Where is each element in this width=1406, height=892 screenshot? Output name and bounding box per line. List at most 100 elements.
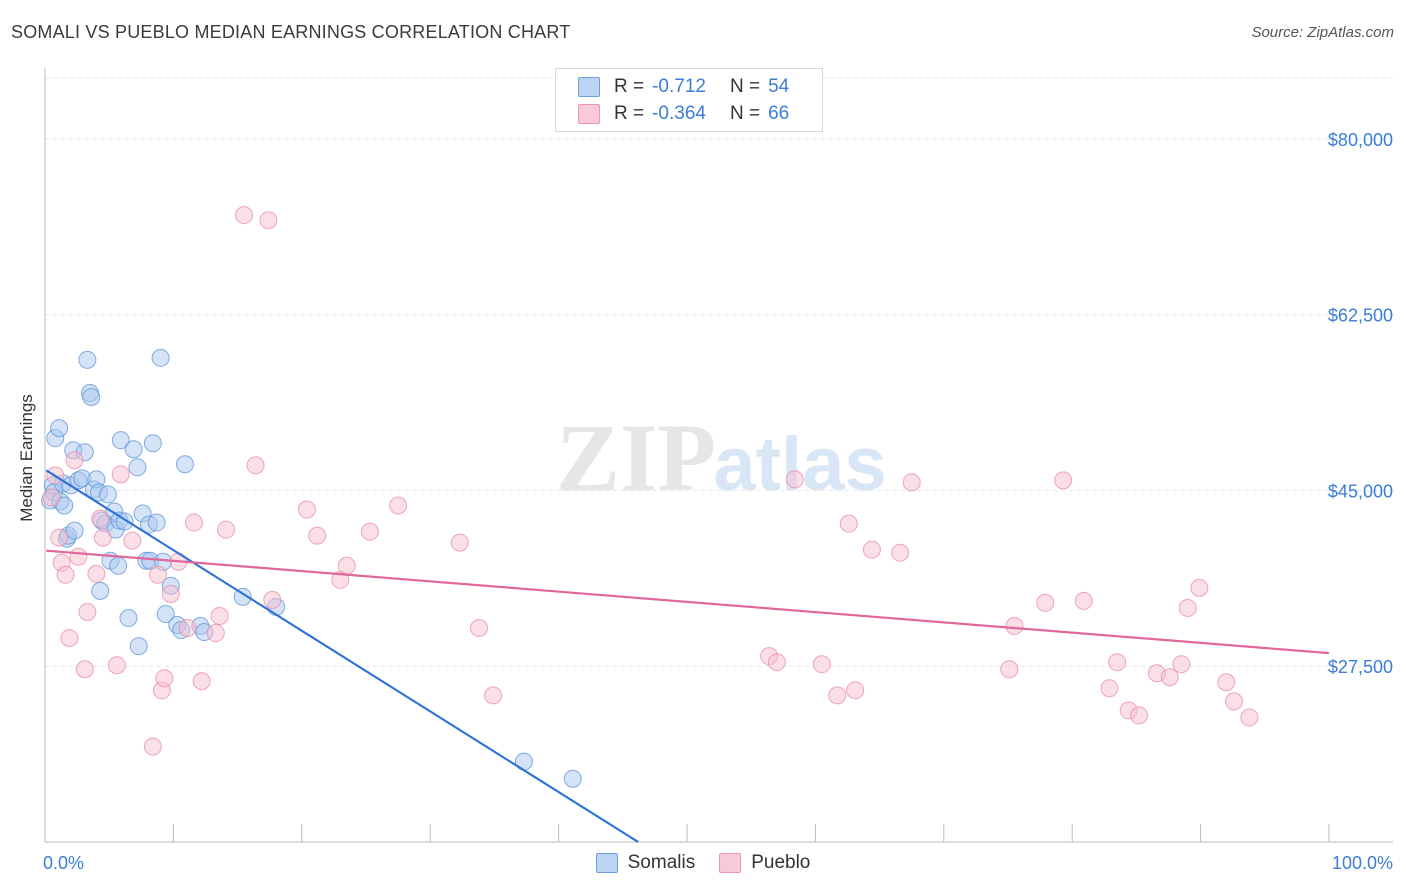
pueblo-point [1129,706,1148,725]
pueblo-point [42,488,61,507]
pueblo-point [50,528,69,547]
pueblo-point [1000,660,1019,679]
somalis-legend-swatch [595,853,618,873]
trend-lines [45,469,1330,843]
x-tick-label-max: 100.0% [1332,853,1393,873]
somalis-legend-label: Somalis [627,852,696,873]
somalis-point [91,581,110,600]
pueblo-point [469,619,488,638]
somalis-point [129,637,148,656]
legend-item-pueblo: Pueblo [719,852,810,874]
somalis-point [124,440,143,459]
pueblo-point [148,565,167,584]
pueblo-point [259,211,278,230]
pueblo-point [360,522,379,541]
somalis-swatch [578,77,600,97]
legend-n-label: N = [729,103,761,124]
pueblo-point [263,590,282,609]
pueblo-point [143,737,162,756]
pueblo-point [839,514,858,533]
pueblo-legend-label: Pueblo [751,852,811,873]
pueblo-point [60,629,79,648]
pueblo-point [484,686,503,705]
pueblo-point [93,528,112,547]
somalis-point [143,434,162,453]
pueblo-point [1178,598,1197,617]
pueblo-point [1217,673,1236,692]
pueblo-point [1108,653,1127,672]
somalis-point [147,513,166,532]
legend-row-pueblo: R = -0.364 N = 66 [578,102,813,126]
pueblo-point [69,547,88,566]
legend-row-somalis: R = -0.712 N = 54 [578,75,813,99]
pueblo-point [1224,692,1243,711]
x-tick-label-min: 0.0% [43,853,84,873]
y-tick-labels: $27,500 $45,000 $62,500 $80,000 [1328,130,1393,677]
data-points [41,206,1259,788]
pueblo-point [828,686,847,705]
pueblo-point [1100,679,1119,698]
legend-item-somalis: Somalis [595,852,696,874]
pueblo-swatch [578,104,600,124]
legend-r-label: R = [614,103,645,124]
somalis-point [563,769,582,788]
pueblo-point [812,655,831,674]
pueblo-point [767,653,786,672]
legend-n-label: N = [729,76,761,97]
somalis-point [109,556,128,575]
pueblo-point [235,206,254,225]
pueblo-point [217,520,236,539]
legend-r-label: R = [614,76,645,97]
pueblo-point [389,496,408,515]
y-tick-label: $80,000 [1328,130,1393,150]
pueblo-point [846,681,865,700]
pueblo-point [65,451,84,470]
pueblo-point [107,656,126,675]
somalis-point [98,485,117,504]
pueblo-point [111,465,130,484]
pueblo-point [87,564,106,583]
pueblo-trend-line [46,549,1330,655]
axes [44,68,1393,843]
gridlines [45,77,1393,667]
pueblo-point [891,543,910,562]
pueblo-point [56,565,75,584]
somalis-point [65,521,84,540]
pueblo-point [178,619,197,638]
pueblo-point [161,584,180,603]
x-tick-labels: 0.0% 100.0% [43,853,1393,873]
pueblo-point [1190,578,1209,597]
source-label: Source: ZipAtlas.com [1251,24,1394,41]
somalis-point [175,455,194,474]
watermark-atlas: atlas [713,422,886,507]
pueblo-point [192,672,211,691]
y-axis-label: Median Earnings [17,394,36,522]
pueblo-point [210,606,229,625]
pueblo-point [1240,708,1259,727]
pueblo-point [91,509,110,528]
somalis-point [111,431,130,450]
pueblo-point [206,624,225,643]
chart-title: SOMALI VS PUEBLO MEDIAN EARNINGS CORRELA… [11,22,571,42]
pueblo-point [337,556,356,575]
pueblo-point [1172,655,1191,674]
y-tick-label: $62,500 [1328,306,1393,326]
somalis-point [119,608,138,627]
somalis-point [82,387,101,406]
pueblo-point [1005,617,1024,636]
somalis-point [128,458,147,477]
legend-r-value: -0.712 [652,76,706,97]
legend-n-value: 66 [768,103,790,124]
pueblo-point [785,470,804,489]
pueblo-point [297,500,316,519]
pueblo-point [123,531,142,550]
somalis-point [156,604,175,623]
pueblo-point [1074,591,1093,610]
legend-r-value: -0.364 [652,103,706,124]
pueblo-point [308,526,327,545]
somalis-point [55,496,74,515]
somalis-point [233,587,252,606]
pueblo-point [184,513,203,532]
pueblo-point [862,540,881,559]
